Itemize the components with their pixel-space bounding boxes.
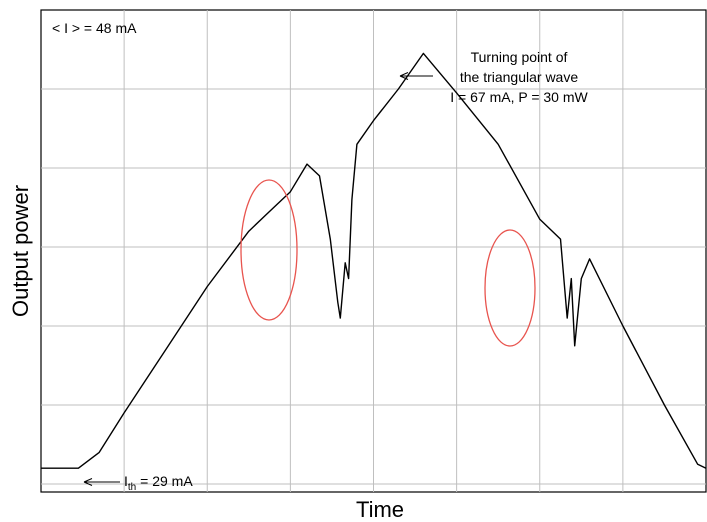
power-trace xyxy=(41,52,707,469)
threshold-value: = 29 mA xyxy=(136,473,193,489)
dip-highlight-left xyxy=(240,179,298,321)
threshold-label: Ith = 29 mA xyxy=(124,473,193,493)
dip-highlight-right xyxy=(484,229,536,347)
x-axis-label: Time xyxy=(356,497,404,522)
y-axis-label: Output power xyxy=(8,185,33,317)
threshold-arrow xyxy=(83,478,120,486)
mean-current-label: < I > = 48 mA xyxy=(52,20,137,36)
threshold-subscript: th xyxy=(128,482,136,493)
turning-point-line2: the triangular wave xyxy=(460,69,579,85)
turning-point-line1: Turning point of xyxy=(471,49,568,65)
threshold-symbol: I xyxy=(124,473,128,489)
turning-point-line3: I = 67 mA, P = 30 mW xyxy=(450,89,588,105)
turning-point-arrow xyxy=(399,72,433,80)
